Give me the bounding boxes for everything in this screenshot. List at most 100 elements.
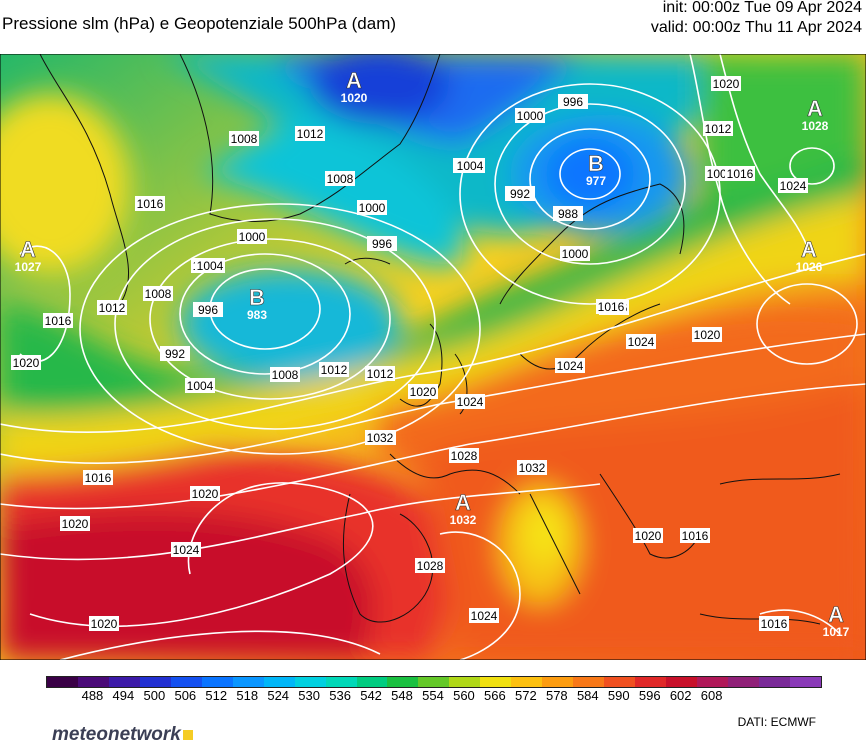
isobar-label-text: 1024 — [628, 335, 655, 349]
geopotential-fill — [0, 54, 866, 660]
isobar-label-text: 1016 — [598, 300, 625, 314]
brand-square-icon — [182, 729, 193, 740]
colorbar-tick-label: 560 — [453, 688, 475, 703]
isobars — [0, 54, 866, 660]
colorbar-swatch — [294, 677, 326, 687]
center-value: 1027 — [15, 260, 42, 274]
isobar-label-text: 1012 — [297, 127, 324, 141]
colorbar-swatch — [789, 677, 821, 687]
colorbar-tick-label: 542 — [360, 688, 382, 703]
colorbar-swatch — [449, 677, 481, 687]
colorbar-tick-label: 596 — [638, 688, 661, 703]
colorbar-tick-label: 608 — [700, 688, 723, 703]
isobar-label: 1020 — [633, 528, 663, 543]
isobar-label-text: 1000 — [239, 230, 266, 244]
center-value: 977 — [586, 174, 606, 188]
isobar-label-text: 1008 — [327, 172, 354, 186]
isobar-label: 1016 — [43, 313, 73, 328]
colorbar-tick-label: 500 — [143, 688, 166, 703]
isobar-label: 1020 — [11, 355, 41, 370]
isobar-label: 1012 — [319, 362, 349, 377]
chart-title: Pressione slm (hPa) e Geopotenziale 500h… — [2, 14, 397, 33]
colorbar-tick-label: 506 — [174, 688, 197, 703]
isobar-label-text: 1032 — [367, 431, 394, 445]
center-letter: A — [807, 96, 823, 121]
isobar-label-text: 1024 — [557, 359, 584, 373]
colorbar-swatch — [232, 677, 264, 687]
isobar-label-text: 1020 — [91, 617, 118, 631]
isobar-label: 1016 — [135, 196, 165, 211]
colorbar-swatch — [356, 677, 388, 687]
coastlines — [39, 54, 841, 625]
colorbar-swatch — [758, 677, 790, 687]
isobar-label-text: 996 — [372, 237, 392, 251]
isobar-label-text: 992 — [165, 347, 185, 361]
isobar-label: 1020 — [692, 327, 722, 342]
isobar-label-text: 1008 — [145, 287, 172, 301]
isobar-label-text: 1008 — [272, 368, 299, 382]
isobar-label-text: 1016 — [761, 617, 788, 631]
isobar-label-text: 1012 — [321, 363, 348, 377]
isobar-label: 1016 — [596, 299, 626, 314]
colorbar-tick-label: 530 — [298, 688, 321, 703]
colorbar-swatch — [77, 677, 109, 687]
center-letter: B — [588, 151, 604, 176]
isobar-label: 996 — [367, 236, 397, 251]
isobar-label: 1020 — [190, 486, 220, 501]
brand-logo: meteonetwork — [52, 724, 193, 746]
isobar-label: 1032 — [365, 430, 395, 445]
colorbar-swatch — [108, 677, 140, 687]
colorbar-tick-label: 554 — [422, 688, 444, 703]
isobar-label: 1012 — [365, 366, 395, 381]
isobar-label-text: 1012 — [705, 122, 732, 136]
isobar-label: 988 — [553, 206, 583, 221]
isobar-label: 992 — [160, 346, 190, 361]
isobar-label-text: 1000 — [517, 109, 544, 123]
isobar-label: 1024 — [778, 178, 808, 193]
isobar-label-text: 1012 — [99, 301, 126, 315]
colorbar-tick-label: 536 — [329, 688, 351, 703]
isobar-label: 992 — [505, 186, 535, 201]
isobar-label-text: 1004 — [457, 159, 484, 173]
isobar-label: 1020 — [711, 76, 741, 91]
isobar-label-text: 1020 — [694, 328, 721, 342]
isobar-label-text: 1024 — [173, 543, 200, 557]
center-letter: A — [20, 237, 36, 262]
center-value: 983 — [247, 308, 267, 322]
center-value: 1032 — [450, 513, 477, 527]
isobar-label: 1016 — [680, 528, 710, 543]
isobar-label: 1024 — [626, 334, 656, 349]
colorbar-tick-label: 488 — [81, 688, 104, 703]
isobar-label: 1008 — [143, 286, 173, 301]
isobar-label-text: 1020 — [13, 356, 40, 370]
isobar-label-text: 1000 — [359, 201, 386, 215]
isobar-label: 1024 — [171, 542, 201, 557]
colorbar — [46, 676, 822, 688]
isobar-label: 996 — [193, 302, 223, 317]
data-source: DATI: ECMWF — [737, 715, 816, 729]
center-letter: A — [801, 237, 817, 262]
valid-time: valid: 00:00z Thu 11 Apr 2024 — [650, 19, 862, 36]
isobar-label-text: 1004 — [197, 259, 224, 273]
isobar-label: 1012 — [295, 126, 325, 141]
isobar-label: 1016 — [759, 616, 789, 631]
isobar-label-text: 1016 — [45, 314, 72, 328]
isobar-label-text: 996 — [198, 303, 218, 317]
colorbar-swatch — [573, 677, 605, 687]
colorbar-tick-label: 524 — [267, 688, 290, 703]
colorbar-swatch — [418, 677, 450, 687]
colorbar-swatch — [480, 677, 512, 687]
colorbar-swatch — [727, 677, 759, 687]
isobar-label-text: 1024 — [471, 609, 498, 623]
colorbar-tick-label: 602 — [669, 688, 692, 703]
isobar-label: 1000 — [515, 108, 545, 123]
isobar-label-text: 1020 — [635, 529, 662, 543]
isobar-label: 1016 — [725, 166, 755, 181]
isobar-label-text: 1016 — [682, 529, 709, 543]
isobar-label: 1000 — [357, 200, 387, 215]
